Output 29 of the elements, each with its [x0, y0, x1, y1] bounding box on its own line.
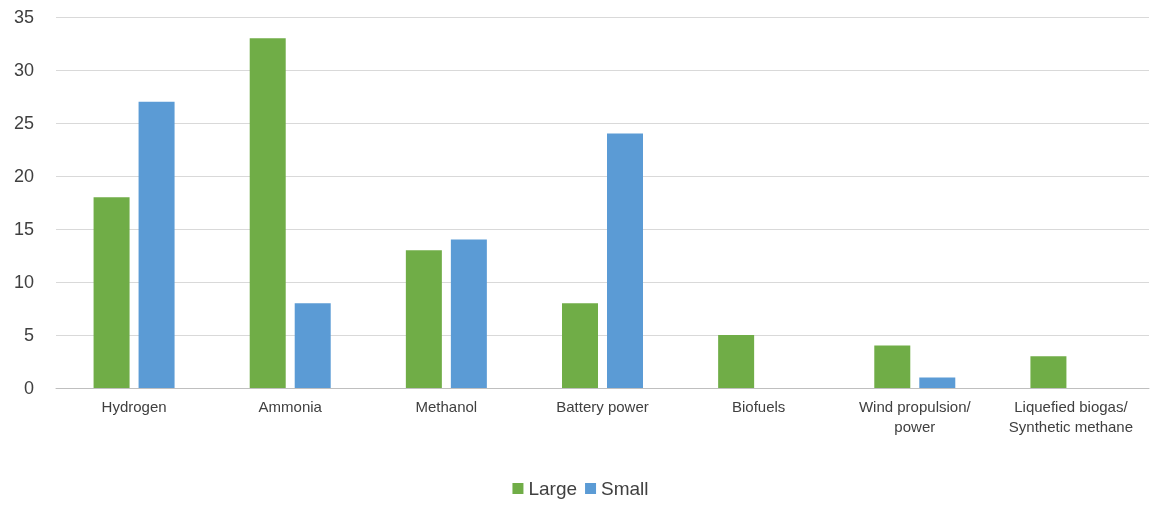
y-tick-label: 35 [13, 7, 34, 27]
bar [93, 197, 130, 388]
x-tick-label: Biofuels [731, 397, 786, 415]
legend-label: Small [601, 478, 649, 499]
x-tick-label: Liquefied biogas/Synthetic methane [1008, 397, 1134, 435]
bar [450, 239, 487, 388]
y-tick-label: 5 [23, 325, 34, 345]
y-tick-label: 20 [13, 166, 34, 186]
bar [874, 345, 911, 388]
x-tick-label: Wind propulsion/power [858, 397, 972, 435]
y-tick-label: 0 [23, 378, 34, 398]
x-tick-label: Ammonia [258, 397, 323, 415]
legend-label: Large [528, 478, 578, 499]
x-tick-label: Battery power [556, 397, 649, 415]
bar [294, 303, 331, 388]
bar [1030, 356, 1067, 388]
x-tick-label: Hydrogen [101, 397, 167, 415]
y-tick-label: 25 [13, 113, 34, 133]
y-tick-label: 15 [13, 219, 34, 239]
bar [138, 101, 175, 388]
y-tick-label: 10 [13, 272, 34, 292]
y-tick-label: 30 [13, 60, 34, 80]
bar [919, 377, 956, 388]
bar [405, 250, 442, 388]
bar [562, 303, 598, 388]
bar [607, 133, 643, 388]
bar [249, 38, 286, 388]
x-tick-label: Methanol [415, 397, 478, 415]
bar [718, 335, 755, 388]
